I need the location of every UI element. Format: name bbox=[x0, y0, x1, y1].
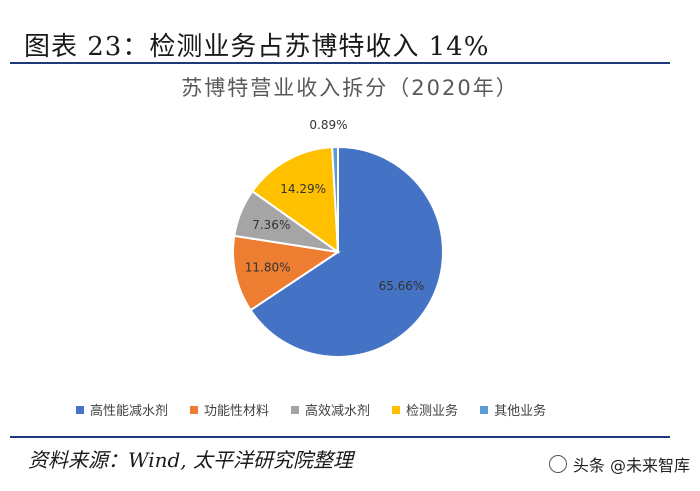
top-rule bbox=[10, 62, 670, 64]
legend-swatch-4 bbox=[480, 405, 489, 414]
legend-label-4: 其他业务 bbox=[494, 404, 547, 419]
legend-item-3: 检测业务 bbox=[392, 400, 458, 419]
legend-swatch-2 bbox=[291, 405, 300, 414]
pie-slice-1 bbox=[232, 234, 341, 312]
legend-item-1: 功能性材料 bbox=[190, 400, 269, 419]
bottom-rule bbox=[10, 436, 670, 438]
source-note: 资料来源：Wind, 太平洋研究院整理 bbox=[28, 448, 353, 472]
legend-label-1: 功能性材料 bbox=[204, 404, 270, 419]
watermark-icon bbox=[548, 455, 567, 473]
legend-item-2: 高效减水剂 bbox=[291, 400, 370, 419]
legend-label-3: 检测业务 bbox=[406, 404, 459, 419]
slice-label-0: 65.66% bbox=[379, 279, 425, 293]
watermark-text: 头条 @未来智库 bbox=[572, 456, 690, 475]
legend-swatch-3 bbox=[392, 405, 401, 414]
slice-label-4: 0.89% bbox=[309, 118, 347, 132]
legend-label-2: 高效减水剂 bbox=[305, 404, 371, 419]
pie-slice-0 bbox=[249, 145, 444, 358]
legend-item-4: 其他业务 bbox=[480, 400, 546, 419]
legend-swatch-0 bbox=[76, 405, 84, 414]
figure-heading: 图表 23：检测业务占苏博特收入 14% bbox=[24, 32, 490, 62]
legend-item-0: 高性能减水剂 bbox=[76, 400, 168, 419]
pie-slice-4 bbox=[331, 145, 339, 253]
slice-label-1: 11.80% bbox=[245, 260, 291, 274]
slice-label-2: 7.36% bbox=[252, 218, 290, 232]
chart-title: 苏博特营业收入拆分（2020年） bbox=[181, 76, 519, 100]
chart-legend: 高性能减水剂 功能性材料 高效减水剂 检测业务 其他业务 bbox=[76, 400, 546, 419]
watermark: 头条 @未来智库 bbox=[548, 452, 690, 476]
pie-slice-3 bbox=[250, 146, 340, 255]
legend-swatch-1 bbox=[190, 405, 199, 414]
slice-label-3: 14.29% bbox=[280, 182, 326, 196]
legend-label-0: 高性能减水剂 bbox=[90, 404, 169, 419]
